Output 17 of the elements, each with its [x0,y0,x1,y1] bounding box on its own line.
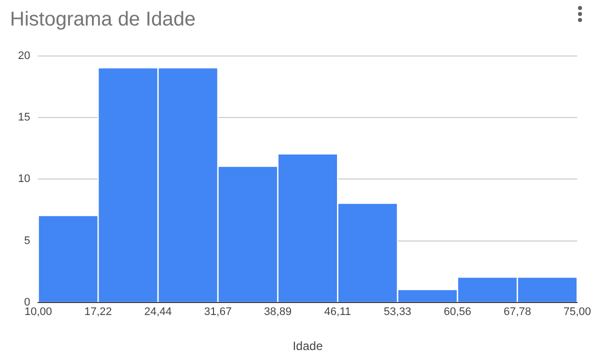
y-tick-label: 20 [18,50,30,62]
x-tick-label: 17,22 [84,306,112,318]
x-tick-label: 46,11 [324,306,352,318]
x-tick-label: 31,67 [204,306,232,318]
y-tick-label: 0 [24,296,30,308]
x-tick-label: 53,33 [384,306,412,318]
x-tick-label: 10,00 [24,306,52,318]
y-tick-label: 10 [18,173,30,186]
y-tick-label: 5 [24,234,30,247]
x-tick-label: 24,44 [144,306,172,318]
y-tick-label: 15 [18,112,30,124]
chart-title: Histograma de Idade [10,8,196,31]
x-tick-label: 60,56 [444,306,472,318]
x-tick-label: 75,00 [563,306,591,318]
x-tick-label: 67,78 [504,306,532,318]
x-axis-title: Idade [292,339,324,354]
x-tick-label: 38,89 [264,306,292,318]
